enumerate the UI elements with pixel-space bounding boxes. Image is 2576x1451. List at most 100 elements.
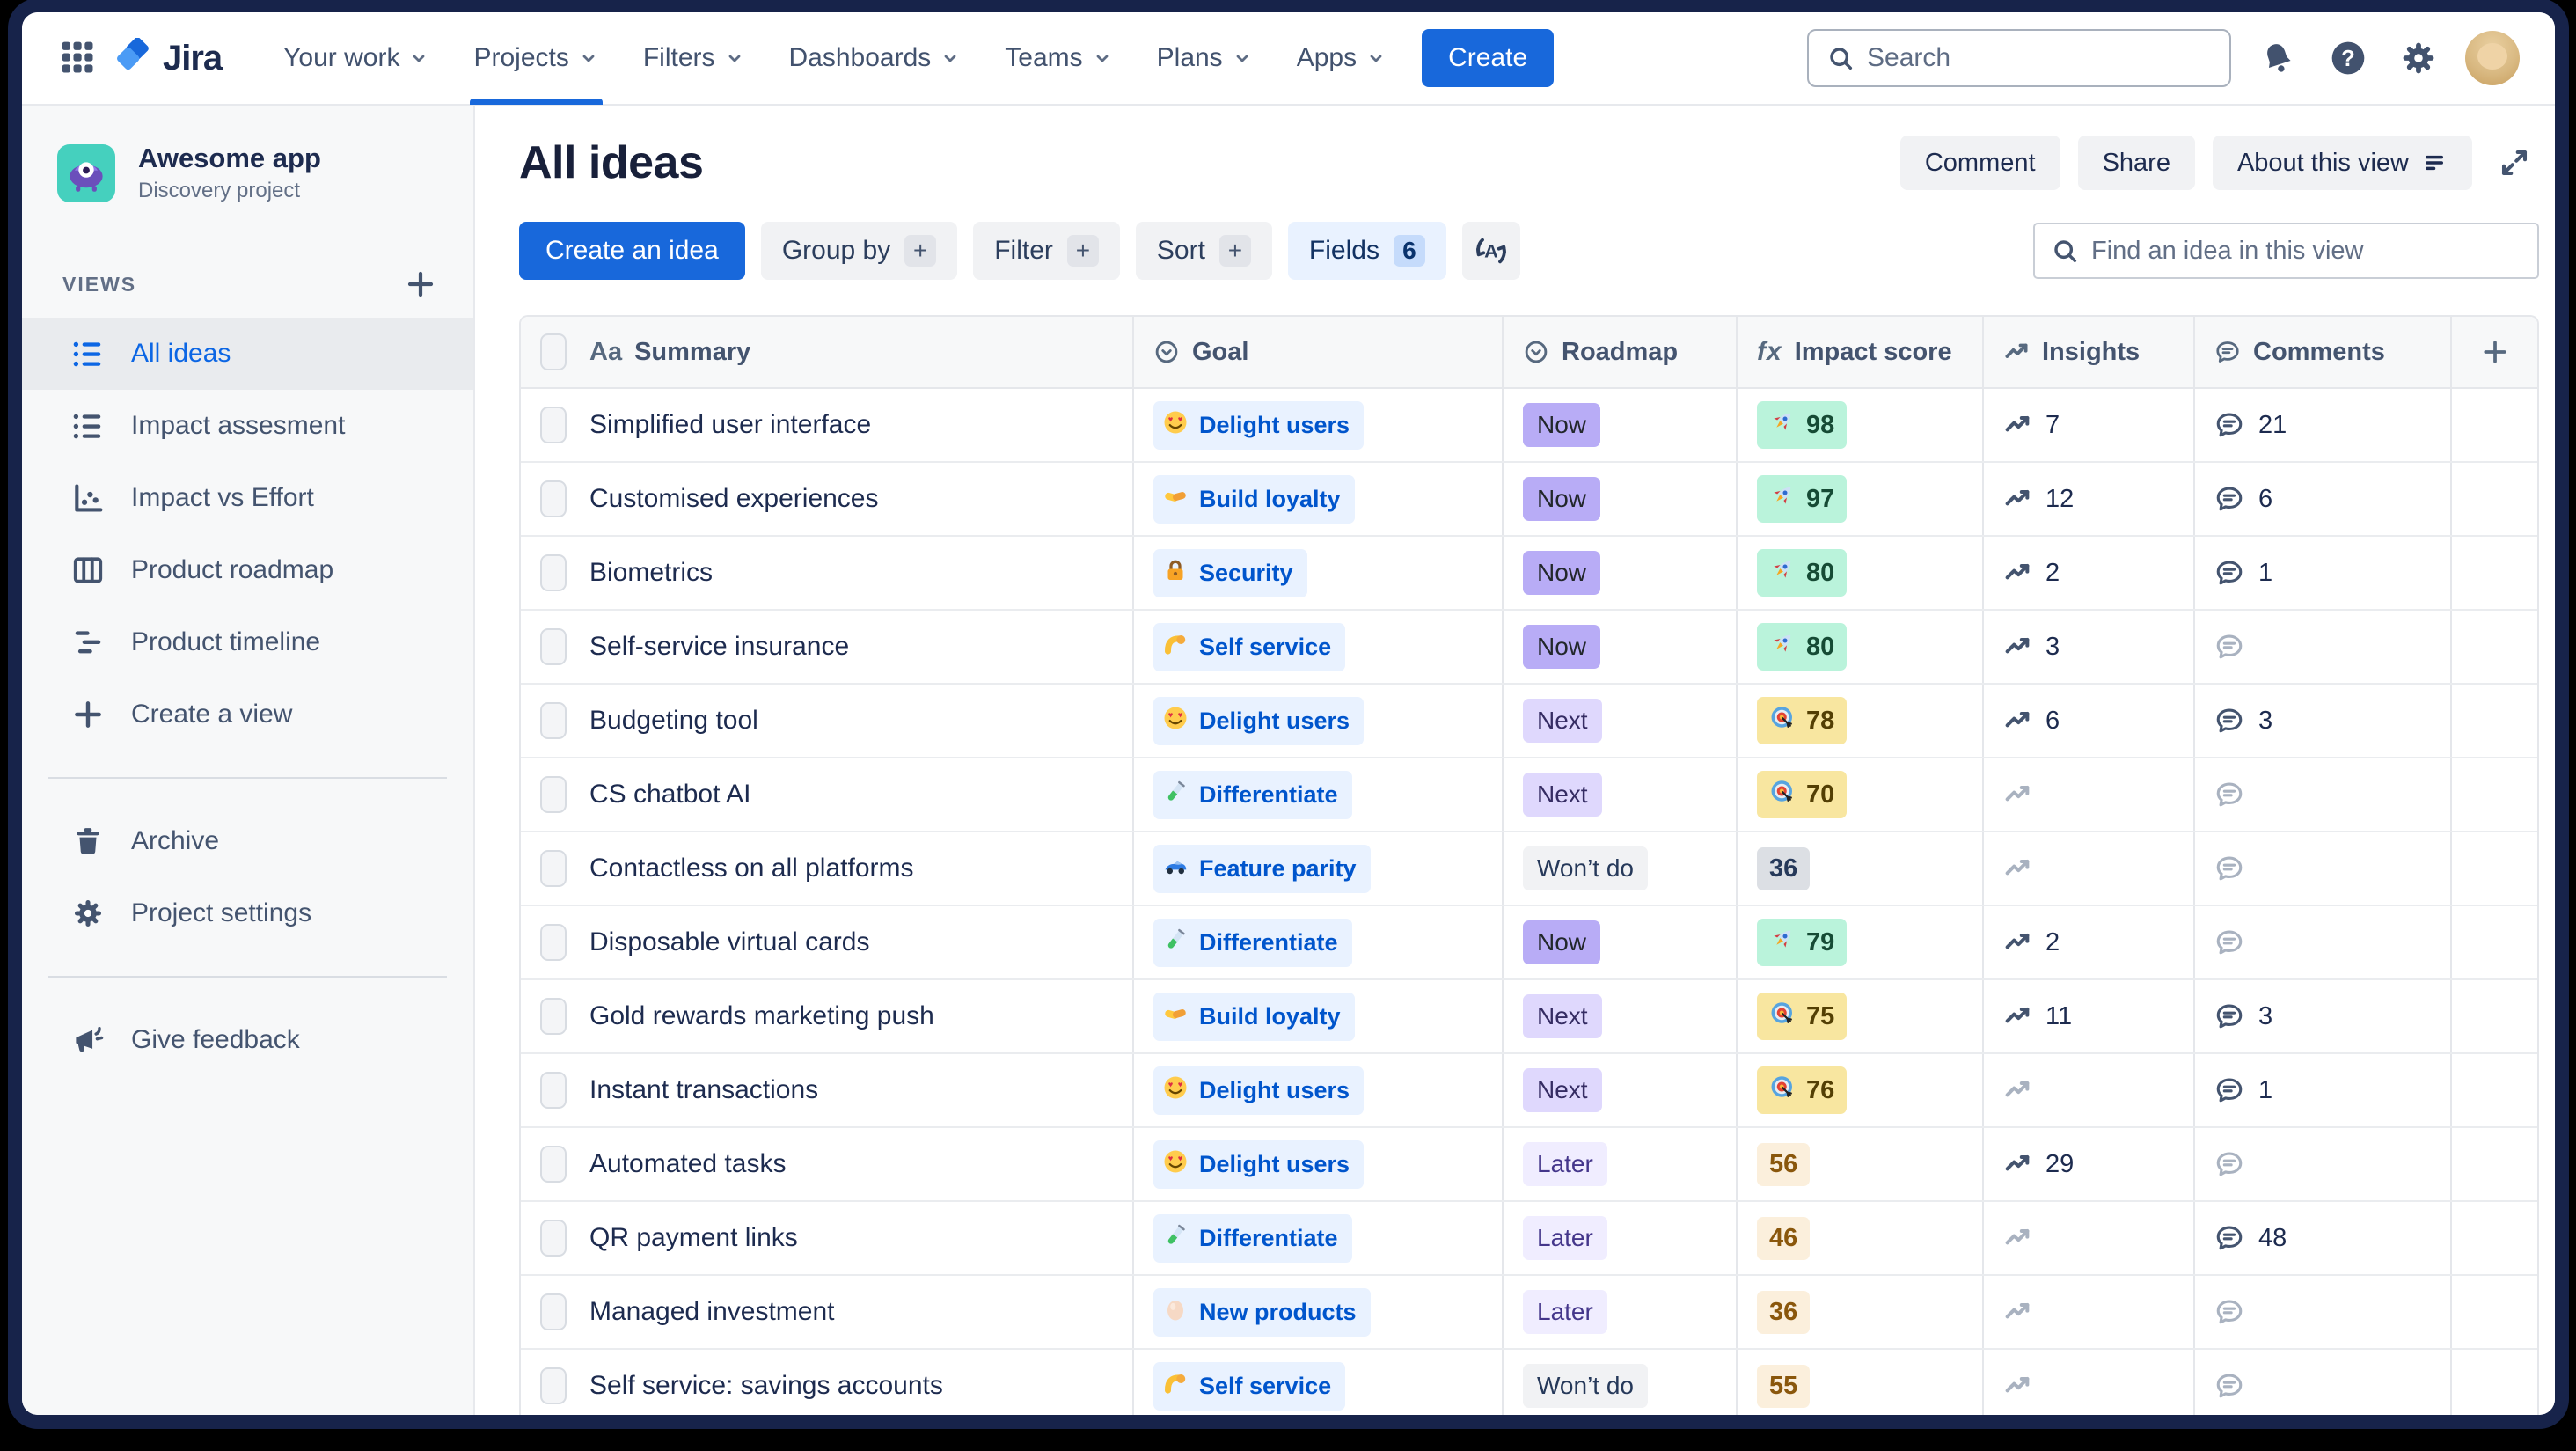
nav-item-projects[interactable]: Projects — [457, 12, 614, 105]
idea-row[interactable]: Disposable virtual cards Differentiate Now… — [521, 906, 2537, 980]
about-this-view-button[interactable]: About this view — [2212, 136, 2472, 190]
summary-cell[interactable]: Biometrics — [521, 537, 1132, 609]
summary-cell[interactable]: QR payment links — [521, 1202, 1132, 1274]
roadmap-cell[interactable]: Later — [1502, 1202, 1736, 1274]
row-checkbox[interactable] — [540, 1293, 567, 1330]
sidebar-item-project-settings[interactable]: Project settings — [22, 877, 473, 949]
comment-button[interactable]: Comment — [1899, 136, 2060, 190]
comments-cell[interactable]: 6 — [2193, 463, 2450, 535]
row-checkbox[interactable] — [540, 1146, 567, 1183]
insights-cell[interactable] — [1982, 758, 2193, 831]
row-checkbox[interactable] — [540, 924, 567, 961]
goal-cell[interactable]: Security — [1132, 537, 1502, 609]
row-checkbox[interactable] — [540, 554, 567, 591]
goal-cell[interactable]: Self service — [1132, 1350, 1502, 1415]
insights-cell[interactable] — [1982, 1202, 2193, 1274]
sidebar-item-product-timeline[interactable]: Product timeline — [22, 606, 473, 678]
sidebar-item-impact-assesment[interactable]: Impact assesment — [22, 390, 473, 462]
notifications-bell-icon[interactable] — [2254, 34, 2302, 82]
summary-cell[interactable]: Self-service insurance — [521, 611, 1132, 683]
comments-cell[interactable] — [2193, 906, 2450, 978]
summary-cell[interactable]: Managed investment — [521, 1276, 1132, 1348]
global-search-input[interactable] — [1867, 43, 2212, 73]
goal-cell[interactable]: Build loyalty — [1132, 463, 1502, 535]
help-icon[interactable]: ? — [2324, 34, 2372, 82]
nav-item-filters[interactable]: Filters — [627, 12, 761, 105]
impact-score-cell[interactable]: 75 — [1736, 980, 1982, 1052]
row-checkbox[interactable] — [540, 850, 567, 887]
sidebar-item-product-roadmap[interactable]: Product roadmap — [22, 534, 473, 606]
idea-row[interactable]: Simplified user interface ♥ ♥ Delight users… — [521, 389, 2537, 463]
insights-cell[interactable] — [1982, 832, 2193, 905]
insights-cell[interactable] — [1982, 1276, 2193, 1348]
insights-cell[interactable]: 2 — [1982, 537, 2193, 609]
fields-button[interactable]: Fields 6 — [1287, 222, 1446, 280]
row-checkbox[interactable] — [540, 480, 567, 517]
row-checkbox[interactable] — [540, 1367, 567, 1404]
insights-cell[interactable]: 7 — [1982, 389, 2193, 461]
idea-row[interactable]: Managed investment New products Later 36 — [521, 1276, 2537, 1350]
insights-cell[interactable]: 6 — [1982, 685, 2193, 757]
select-all-checkbox[interactable] — [540, 333, 567, 370]
summary-cell[interactable]: Contactless on all platforms — [521, 832, 1132, 905]
insights-cell[interactable]: 2 — [1982, 906, 2193, 978]
impact-score-cell[interactable]: 76 — [1736, 1054, 1982, 1126]
impact-score-cell[interactable]: 55 — [1736, 1350, 1982, 1415]
roadmap-cell[interactable]: Now — [1502, 389, 1736, 461]
comments-cell[interactable]: 21 — [2193, 389, 2450, 461]
roadmap-cell[interactable]: Now — [1502, 537, 1736, 609]
summary-cell[interactable]: Automated tasks — [521, 1128, 1132, 1200]
idea-row[interactable]: Self service: savings accounts Self servi… — [521, 1350, 2537, 1415]
insights-cell[interactable]: 11 — [1982, 980, 2193, 1052]
app-switcher-icon[interactable] — [55, 35, 101, 81]
roadmap-cell[interactable]: Next — [1502, 980, 1736, 1052]
group-by-button[interactable]: Group by + — [760, 222, 958, 280]
column-header-roadmap[interactable]: Roadmap — [1502, 317, 1736, 387]
share-button[interactable]: Share — [2077, 136, 2195, 190]
goal-cell[interactable]: ♥ ♥ Delight users — [1132, 685, 1502, 757]
roadmap-cell[interactable]: Now — [1502, 463, 1736, 535]
goal-cell[interactable]: Differentiate — [1132, 758, 1502, 831]
idea-row[interactable]: Self-service insurance Self service Now 80 3 — [521, 611, 2537, 685]
roadmap-cell[interactable]: Won’t do — [1502, 832, 1736, 905]
column-header-comments[interactable]: Comments — [2193, 317, 2450, 387]
sidebar-item-all-ideas[interactable]: All ideas — [22, 318, 473, 390]
global-search-box[interactable] — [1807, 29, 2231, 87]
idea-row[interactable]: Contactless on all platforms Feature pari… — [521, 832, 2537, 906]
summary-cell[interactable]: CS chatbot AI — [521, 758, 1132, 831]
nav-item-apps[interactable]: Apps — [1281, 12, 1402, 105]
summary-cell[interactable]: Disposable virtual cards — [521, 906, 1132, 978]
comments-cell[interactable] — [2193, 1276, 2450, 1348]
comments-cell[interactable]: 48 — [2193, 1202, 2450, 1274]
idea-row[interactable]: Budgeting tool ♥ ♥ Delight users Next 78 6 3 — [521, 685, 2537, 758]
impact-score-cell[interactable]: 46 — [1736, 1202, 1982, 1274]
impact-score-cell[interactable]: 78 — [1736, 685, 1982, 757]
comments-cell[interactable] — [2193, 611, 2450, 683]
insights-cell[interactable]: 29 — [1982, 1128, 2193, 1200]
summary-cell[interactable]: Gold rewards marketing push — [521, 980, 1132, 1052]
column-header-insights[interactable]: Insights — [1982, 317, 2193, 387]
sort-button[interactable]: Sort + — [1135, 222, 1272, 280]
impact-score-cell[interactable]: 70 — [1736, 758, 1982, 831]
idea-row[interactable]: Instant transactions ♥ ♥ Delight users Next 7… — [521, 1054, 2537, 1128]
goal-cell[interactable]: ♥ ♥ Delight users — [1132, 1128, 1502, 1200]
project-header[interactable]: Awesome app Discovery project — [22, 143, 473, 203]
jira-logo[interactable]: Jira — [113, 38, 223, 78]
idea-row[interactable]: Biometrics Security Now 80 2 1 — [521, 537, 2537, 611]
idea-row[interactable]: Customised experiences Build loyalty Now 97… — [521, 463, 2537, 537]
row-checkbox[interactable] — [540, 407, 567, 443]
comments-cell[interactable]: 1 — [2193, 537, 2450, 609]
goal-cell[interactable]: Differentiate — [1132, 906, 1502, 978]
summary-cell[interactable]: Instant transactions — [521, 1054, 1132, 1126]
sidebar-item-archive[interactable]: Archive — [22, 805, 473, 877]
nav-item-plans[interactable]: Plans — [1141, 12, 1269, 105]
column-header-summary[interactable]: Aa Summary — [521, 317, 1132, 387]
summary-cell[interactable]: Self service: savings accounts — [521, 1350, 1132, 1415]
summary-cell[interactable]: Simplified user interface — [521, 389, 1132, 461]
impact-score-cell[interactable]: 79 — [1736, 906, 1982, 978]
nav-item-teams[interactable]: Teams — [989, 12, 1128, 105]
nav-item-dashboards[interactable]: Dashboards — [773, 12, 977, 105]
summary-cell[interactable]: Customised experiences — [521, 463, 1132, 535]
comments-cell[interactable] — [2193, 1350, 2450, 1415]
roadmap-cell[interactable]: Now — [1502, 611, 1736, 683]
